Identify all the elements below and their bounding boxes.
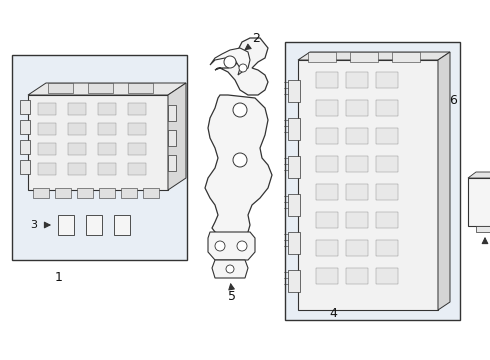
Bar [316,72,338,88]
Bar [376,156,398,172]
Bar [98,163,116,175]
Circle shape [215,241,225,251]
Bar [316,240,338,256]
Bar [33,188,49,198]
Bar [285,42,460,320]
Bar [288,270,300,292]
Bar [38,163,56,175]
Bar [298,60,438,310]
Bar [350,52,378,62]
Bar [346,268,368,284]
Bar [346,100,368,116]
Bar [376,72,398,88]
Bar [288,118,300,140]
Bar [88,83,113,93]
Bar [68,123,86,135]
Bar [128,143,146,155]
Text: 4: 4 [329,307,337,320]
Bar [128,163,146,175]
Bar [288,232,300,254]
Text: 2: 2 [252,32,260,45]
Polygon shape [168,83,186,190]
Circle shape [224,56,236,68]
Polygon shape [210,48,250,75]
Bar [77,188,93,198]
Bar [99,188,115,198]
Bar [68,163,86,175]
Bar [376,128,398,144]
Bar [128,103,146,115]
Bar [376,100,398,116]
Bar [48,83,73,93]
Bar [55,188,71,198]
Bar [38,103,56,115]
Bar [168,155,176,171]
Bar [20,140,30,154]
Bar [316,100,338,116]
Circle shape [233,103,247,117]
Bar [98,123,116,135]
Bar [288,156,300,178]
Bar [316,212,338,228]
Bar [346,240,368,256]
Circle shape [226,265,234,273]
Circle shape [233,153,247,167]
Bar [98,143,116,155]
Bar [316,156,338,172]
Bar [376,240,398,256]
Bar [376,184,398,200]
Bar [58,215,74,235]
Text: 3: 3 [30,220,37,230]
Polygon shape [298,52,450,60]
Bar [288,194,300,216]
Bar [168,130,176,146]
Polygon shape [468,172,490,178]
Bar [346,72,368,88]
Bar [20,160,30,174]
Bar [38,123,56,135]
Bar [114,215,130,235]
Polygon shape [205,95,272,240]
Bar [68,143,86,155]
Bar [168,105,176,121]
Text: 6: 6 [449,94,457,107]
Bar [288,80,300,102]
Polygon shape [212,260,248,278]
Bar [128,83,153,93]
Bar [376,268,398,284]
Bar [346,156,368,172]
Bar [316,184,338,200]
Bar [38,143,56,155]
Bar [308,52,336,62]
Bar [86,215,102,235]
Bar [476,226,490,232]
Bar [68,103,86,115]
Bar [143,188,159,198]
Bar [346,128,368,144]
Text: 1: 1 [55,271,63,284]
Bar [392,52,420,62]
Polygon shape [28,83,186,95]
Polygon shape [215,38,268,95]
Bar [316,128,338,144]
Bar [20,120,30,134]
Bar [12,55,187,260]
Circle shape [237,241,247,251]
Bar [346,184,368,200]
Text: 5: 5 [228,290,236,303]
Bar [316,268,338,284]
Bar [121,188,137,198]
Bar [20,100,30,114]
Bar [128,123,146,135]
Bar [346,212,368,228]
Bar [376,212,398,228]
Polygon shape [438,52,450,310]
Bar [28,95,168,190]
Polygon shape [208,232,255,260]
Bar [468,178,490,226]
Circle shape [239,64,247,72]
Bar [98,103,116,115]
